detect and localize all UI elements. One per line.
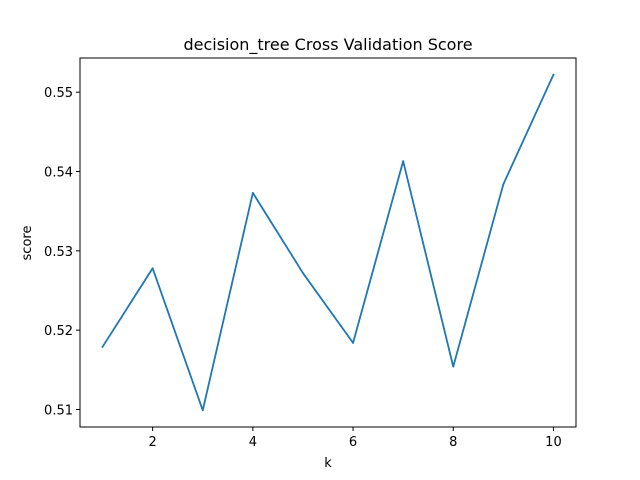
data-point xyxy=(151,267,154,270)
data-point xyxy=(452,365,455,368)
x-tick-label: 6 xyxy=(349,435,357,450)
data-point xyxy=(251,192,254,194)
y-axis-label: score xyxy=(20,226,35,261)
data-point xyxy=(402,160,405,163)
y-tick-label: 0.53 xyxy=(44,245,73,260)
y-tick-label: 0.51 xyxy=(44,403,73,418)
y-axis-ticks: 0.51 0.52 0.53 0.54 0.55 xyxy=(44,86,80,418)
data-point xyxy=(101,345,104,348)
x-tick-label: 8 xyxy=(449,435,457,450)
x-tick-label: 10 xyxy=(545,435,562,450)
plot-area-frame xyxy=(79,57,577,428)
x-axis-label: k xyxy=(324,456,332,471)
data-point xyxy=(552,73,555,76)
data-point xyxy=(201,409,204,412)
x-tick-label: 4 xyxy=(249,435,257,450)
data-point xyxy=(302,272,304,274)
data-point xyxy=(352,341,354,344)
chart-title: decision_tree Cross Validation Score xyxy=(183,35,472,55)
y-tick-label: 0.52 xyxy=(44,324,73,339)
series-line xyxy=(101,73,555,412)
y-tick-label: 0.54 xyxy=(44,166,73,181)
x-axis-ticks: 2 4 6 8 10 xyxy=(149,427,562,450)
series-group xyxy=(101,73,555,412)
y-tick-label: 0.55 xyxy=(44,86,73,101)
x-tick-label: 2 xyxy=(149,435,157,450)
data-point xyxy=(502,183,505,186)
